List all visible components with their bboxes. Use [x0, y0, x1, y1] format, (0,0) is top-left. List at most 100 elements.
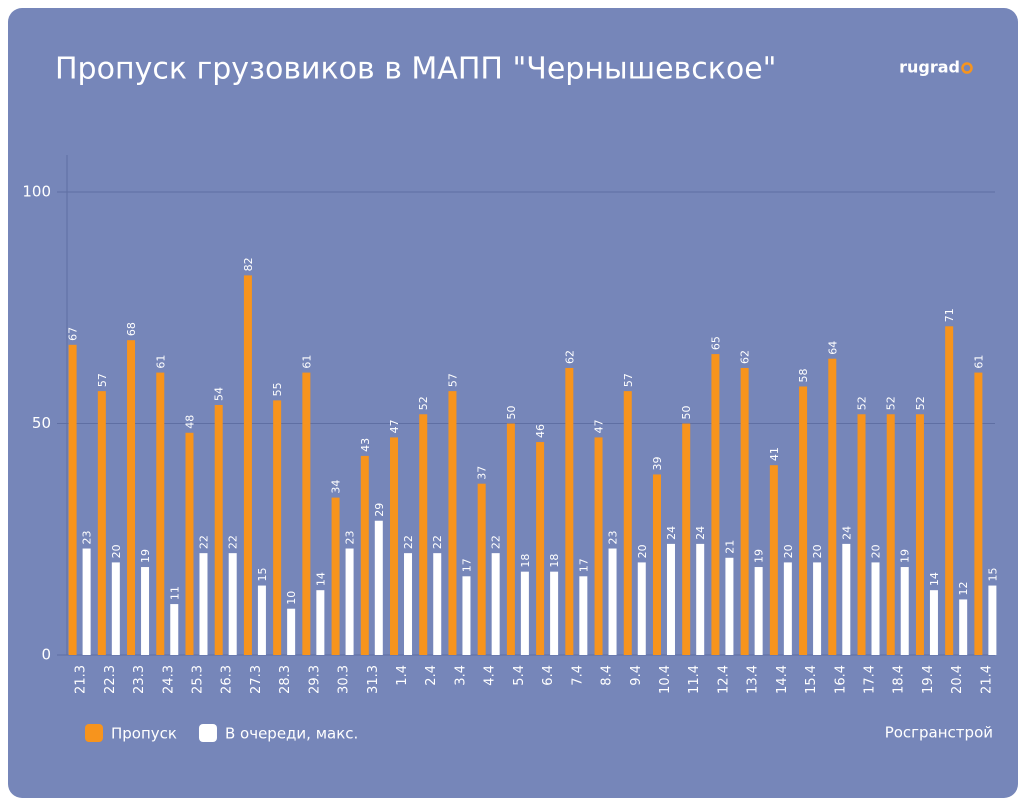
x-tick-label: 17.4: [863, 665, 878, 694]
bar: [68, 344, 77, 655]
data-label: 15: [256, 568, 269, 582]
data-label: 18: [519, 554, 532, 568]
data-label: 52: [856, 396, 869, 410]
bar: [185, 432, 194, 655]
data-label: 20: [110, 544, 123, 558]
x-tick-label: 3.4: [453, 665, 468, 686]
bar: [257, 585, 266, 655]
bar: [974, 372, 983, 655]
data-label: 22: [402, 535, 415, 549]
data-label: 61: [300, 355, 313, 369]
data-label: 22: [197, 535, 210, 549]
data-label: 14: [928, 572, 941, 586]
data-label: 52: [417, 396, 430, 410]
data-label: 52: [914, 396, 927, 410]
x-tick-label: 6.4: [541, 665, 556, 686]
data-label: 20: [811, 544, 824, 558]
bar: [725, 557, 734, 655]
data-label: 65: [709, 336, 722, 350]
data-label: 50: [680, 406, 693, 420]
bar: [287, 608, 296, 655]
bar: [769, 465, 778, 655]
bar: [390, 437, 399, 655]
bar: [156, 372, 165, 655]
x-tick-label: 8.4: [600, 665, 615, 686]
data-label: 57: [622, 373, 635, 387]
data-label: 23: [607, 531, 620, 545]
data-label: 62: [739, 350, 752, 364]
data-label: 24: [665, 526, 678, 540]
data-label: 24: [840, 526, 853, 540]
bar: [345, 548, 354, 655]
x-tick-label: 25.3: [190, 665, 205, 694]
y-tick-label: 100: [22, 183, 51, 201]
data-label: 61: [154, 355, 167, 369]
bar: [929, 590, 938, 655]
y-tick-label: 50: [32, 414, 51, 432]
data-label: 23: [344, 531, 357, 545]
data-label: 22: [227, 535, 240, 549]
bar: [433, 553, 442, 655]
bar: [623, 391, 632, 655]
data-label: 57: [446, 373, 459, 387]
bar: [915, 414, 924, 655]
data-label: 47: [388, 419, 401, 433]
bar: [462, 576, 471, 655]
logo-dot: [961, 62, 973, 74]
data-label: 50: [505, 406, 518, 420]
bar: [783, 562, 792, 655]
x-tick-label: 22.3: [103, 665, 118, 694]
bar: [360, 455, 369, 655]
data-label: 11: [168, 586, 181, 600]
bar: [127, 340, 136, 655]
legend-label: В очереди, макс.: [225, 725, 358, 743]
x-tick-label: 9.4: [629, 665, 644, 686]
data-label: 57: [96, 373, 109, 387]
x-tick-label: 21.4: [979, 665, 994, 694]
bar: [273, 400, 282, 655]
data-label: 17: [460, 558, 473, 572]
bar: [331, 497, 340, 655]
x-tick-label: 15.4: [804, 665, 819, 694]
legend-swatch: [198, 724, 217, 742]
x-tick-label: 2.4: [424, 665, 439, 686]
bar: [696, 543, 705, 655]
bar: [857, 414, 866, 655]
bar: [243, 275, 252, 655]
bar: [959, 599, 968, 655]
x-tick-label: 30.3: [337, 665, 352, 694]
bar: [404, 553, 413, 655]
data-label: 14: [314, 572, 327, 586]
bar: [141, 567, 150, 655]
x-tick-label: 19.4: [921, 665, 936, 694]
x-tick-label: 18.4: [892, 665, 907, 694]
bar: [871, 562, 880, 655]
bar: [652, 474, 661, 655]
bar: [637, 562, 646, 655]
chart-title: Пропуск грузовиков в МАПП "Чернышевское": [55, 52, 776, 87]
data-label: 37: [476, 466, 489, 480]
bar: [565, 367, 574, 655]
bar: [740, 367, 749, 655]
data-label: 34: [330, 480, 343, 494]
bar: [111, 562, 120, 655]
data-label: 19: [899, 549, 912, 563]
legend-label: Пропуск: [111, 725, 177, 743]
x-tick-label: 23.3: [132, 665, 147, 694]
data-label: 47: [593, 419, 606, 433]
data-label: 46: [534, 424, 547, 438]
data-label: 54: [213, 387, 226, 401]
bar: [594, 437, 603, 655]
data-label: 67: [67, 327, 80, 341]
bar: [813, 562, 822, 655]
bar: [419, 414, 428, 655]
x-tick-label: 24.3: [161, 665, 176, 694]
bar: [97, 391, 106, 655]
bar: [477, 483, 486, 655]
bar: [886, 414, 895, 655]
bar: [988, 585, 997, 655]
source: Росгранстрой: [885, 724, 993, 742]
bar: [316, 590, 325, 655]
